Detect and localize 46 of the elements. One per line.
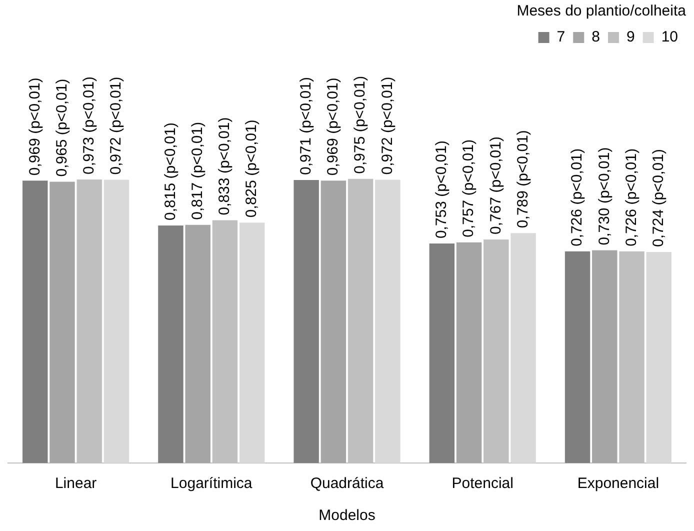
legend-label: 7 xyxy=(556,28,566,46)
data-label: 0,789 (p<0,01) xyxy=(514,130,532,228)
x-axis-title: Modelos xyxy=(318,507,376,524)
data-label: 0,973 (p<0,01) xyxy=(80,76,98,174)
x-tick-label: Exponencial xyxy=(577,475,660,492)
bar xyxy=(564,251,590,463)
data-label: 0,815 (p<0,01) xyxy=(162,122,179,220)
data-label: 0,817 (p<0,01) xyxy=(188,122,206,220)
data-label: 0,726 (p<0,01) xyxy=(568,148,586,246)
data-label: 0,767 (p<0,01) xyxy=(487,136,504,234)
x-tick-label: Potencial xyxy=(452,475,514,492)
data-label: 0,969 (p<0,01) xyxy=(324,78,342,176)
bar xyxy=(22,180,48,463)
legend-label: 8 xyxy=(592,28,600,46)
bar xyxy=(185,224,210,463)
data-label: 0,825 (p<0,01) xyxy=(243,120,260,218)
x-tick-label: Linear xyxy=(54,475,97,492)
bar xyxy=(104,180,130,463)
bar xyxy=(320,180,346,463)
legend-label: 10 xyxy=(661,28,678,46)
data-label: 0,975 (p<0,01) xyxy=(352,76,369,174)
data-label: 0,833 (p<0,01) xyxy=(216,117,234,216)
data-label: 0,969 (p<0,01) xyxy=(26,78,44,176)
data-label: 0,971 (p<0,01) xyxy=(297,77,314,176)
bar xyxy=(50,182,75,463)
data-label: 0,965 (p<0,01) xyxy=(53,78,70,177)
legend-label: 9 xyxy=(626,28,635,46)
bar xyxy=(239,222,265,463)
data-label: 0,724 (p<0,01) xyxy=(650,149,668,248)
data-label: 0,757 (p<0,01) xyxy=(460,139,478,238)
bar xyxy=(510,233,536,463)
data-label: 0,972 (p<0,01) xyxy=(108,76,125,175)
x-tick-label: Logarítimica xyxy=(170,475,253,492)
legend-title: Meses do plantio/colheita xyxy=(516,2,687,20)
data-label: 0,730 (p<0,01) xyxy=(596,147,613,246)
data-label: 0,972 (p<0,01) xyxy=(378,76,396,175)
bar xyxy=(158,225,184,463)
x-tick-label: Quadrática xyxy=(310,475,384,492)
bar xyxy=(592,250,618,463)
bar xyxy=(429,244,455,463)
bar xyxy=(456,242,482,463)
data-label: 0,726 (p<0,01) xyxy=(622,148,640,246)
bar xyxy=(294,180,319,463)
bar xyxy=(646,252,672,463)
bar xyxy=(375,180,400,463)
data-label: 0,753 (p<0,01) xyxy=(433,140,450,239)
